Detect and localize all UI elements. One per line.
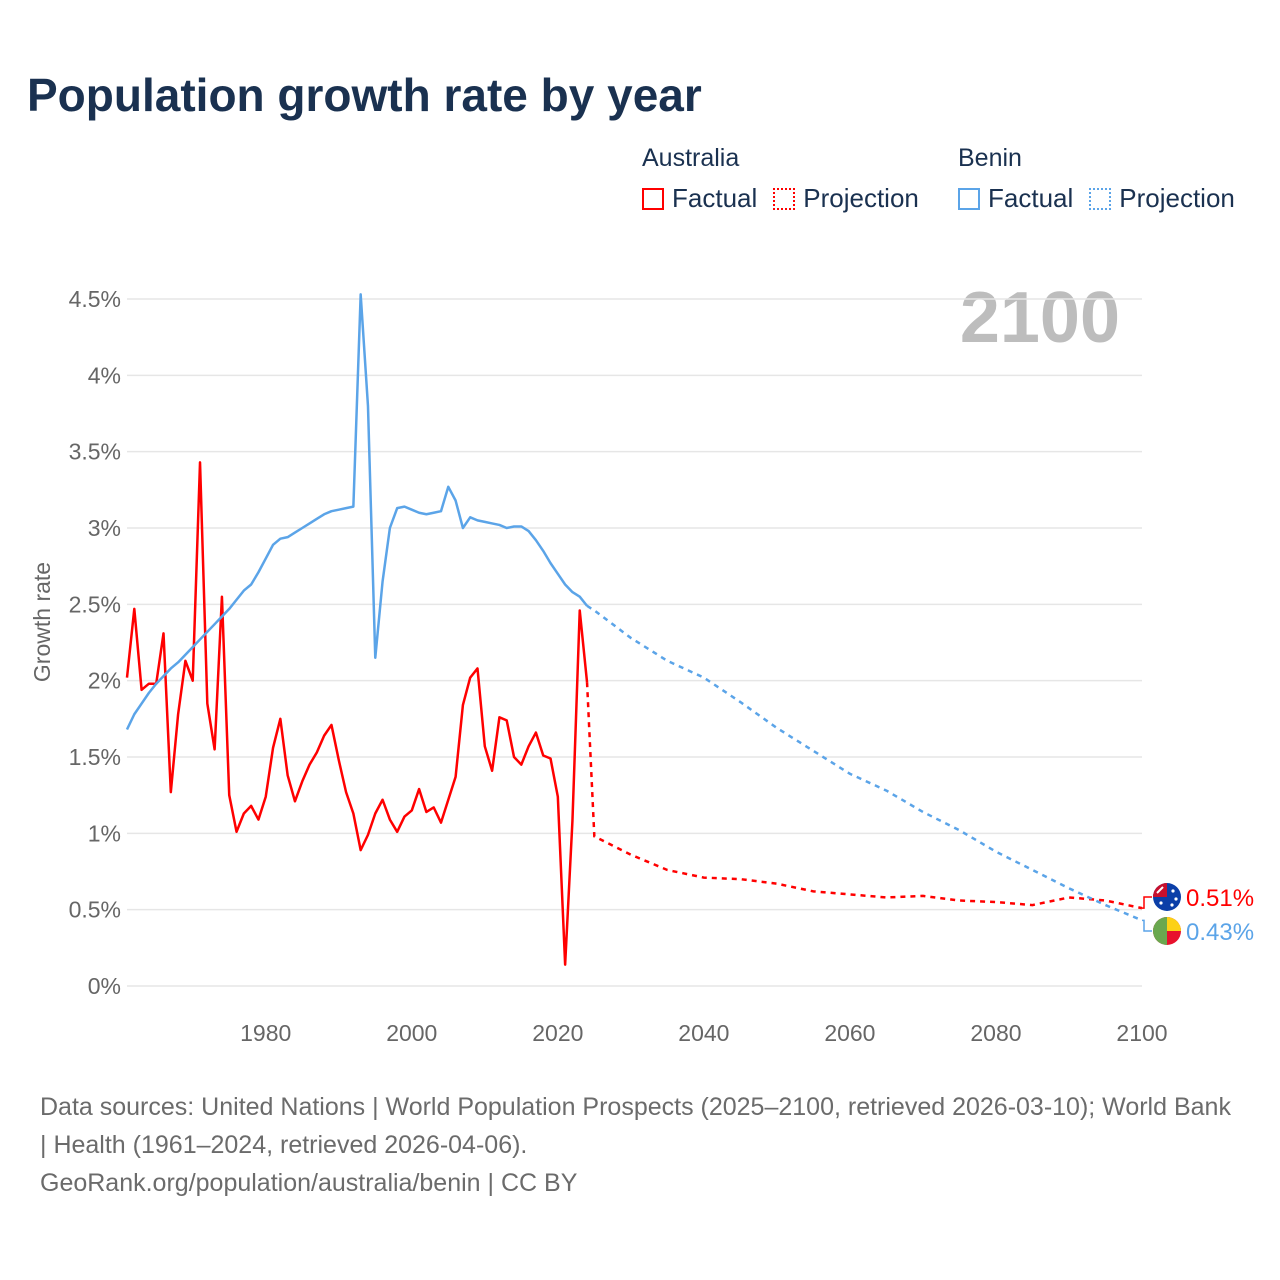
y-tick-label: 3% [88,515,121,541]
y-tick-label: 3.5% [69,439,121,465]
y-tick-label: 0% [88,973,121,999]
data-sources: Data sources: United Nations | World Pop… [40,1093,1231,1159]
x-tick-label: 2100 [1116,1020,1167,1046]
x-tick-label: 2020 [532,1020,583,1046]
australia-flag-icon [1153,883,1181,911]
x-tick-label: 1980 [240,1020,291,1046]
legend-label: Projection [803,183,919,213]
legend-swatch [1089,187,1112,210]
legend-benin-factual[interactable]: Factual [958,183,1073,214]
legend-swatch [958,187,980,210]
benin-end-value: 0.43% [1186,919,1254,946]
benin-flag-icon [1153,917,1181,945]
x-tick-label: 2000 [386,1020,437,1046]
legend-benin-heading: Benin [958,144,1022,172]
y-tick-label: 2.5% [69,591,121,617]
y-tick-label: 0.5% [69,897,121,923]
y-axis-label: Growth rate [29,562,55,682]
legend-swatch [773,187,796,210]
legend-label: Projection [1119,183,1235,213]
year-watermark: 2100 [960,278,1120,358]
footer: Data sources: United Nations | World Pop… [40,1088,1240,1202]
credit-link[interactable]: GeoRank.org/population/australia/benin |… [40,1169,578,1197]
australia-projection-line [585,682,1143,910]
legend-label: Factual [988,183,1074,213]
benin-projection-line [586,604,1143,922]
end-label-connector [1142,919,1152,932]
x-tick-label: 2060 [824,1020,875,1046]
x-tick-label: 2080 [970,1020,1021,1046]
benin-factual-line [125,293,589,731]
legend-australia: Australia Factual Projection [642,144,935,214]
x-tick-label: 2040 [678,1020,729,1046]
y-tick-label: 4% [88,362,121,388]
end-label-connector [1142,896,1152,909]
legend-swatch [642,187,664,210]
legend-benin: Benin Factual Projection [958,144,1251,214]
y-tick-label: 1.5% [69,744,121,770]
australia-factual-line [125,461,589,966]
y-tick-label: 4.5% [69,286,121,312]
legend-australia-heading: Australia [642,144,740,172]
legend-australia-factual[interactable]: Factual [642,183,757,214]
legend-benin-projection[interactable]: Projection [1089,183,1235,214]
legend-australia-projection[interactable]: Projection [773,183,919,214]
y-tick-label: 1% [88,820,121,846]
y-tick-label: 2% [88,668,121,694]
australia-end-value: 0.51% [1186,885,1254,912]
legend-label: Factual [672,183,758,213]
chart-title: Population growth rate by year [27,69,702,121]
